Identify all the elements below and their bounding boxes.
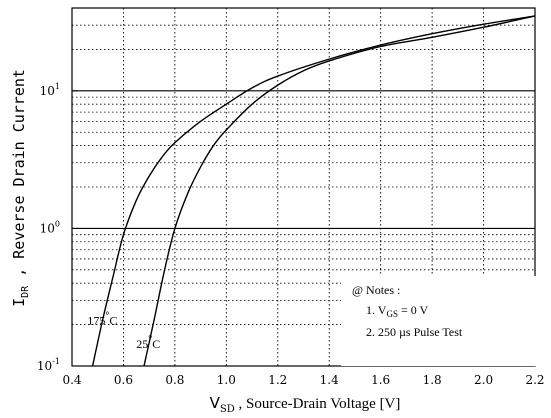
y-tick-label: 101 [40, 82, 60, 98]
x-tick-label: 0.6 [114, 373, 133, 387]
y-tick-exponent: 0 [55, 219, 60, 228]
y-axis-title: IDR , Reverse Drain Current [10, 69, 31, 307]
series-label-degree: ° [148, 334, 152, 345]
x-tick-label: 1.4 [320, 373, 339, 387]
notes-line-1-sub: GS [386, 309, 398, 319]
series-line-0 [91, 15, 536, 367]
x-tick-label: 0.4 [62, 373, 81, 387]
x-tick-label: 2.2 [525, 373, 544, 387]
series-label-degree: ° [105, 311, 109, 322]
y-axis-title-rest: , Reverse Drain Current [10, 69, 28, 286]
series-line-1 [143, 15, 536, 367]
x-tick-label: 2.0 [474, 373, 493, 387]
y-tick-base: 10 [40, 221, 55, 235]
series-label-value: 25 [136, 337, 148, 351]
x-axis-title-sub: SD [220, 404, 235, 415]
notes-line-1: 1. VGS = 0 V [366, 303, 429, 319]
x-tick-label: 1.0 [217, 373, 236, 387]
y-tick-label: 100 [40, 219, 60, 235]
y-tick-label: 10-1 [37, 357, 60, 373]
minor-gridlines [72, 8, 535, 366]
series-label-value: 175 [87, 314, 105, 328]
series-label-1: 25°C [136, 334, 160, 351]
notes-line-1-main: 1. V [366, 303, 387, 317]
y-tick-base: 10 [40, 84, 55, 98]
series-lines [91, 15, 536, 367]
x-tick-label: 1.8 [423, 373, 442, 387]
notes-background [341, 276, 539, 366]
notes-line-2: 2. 250 µs Pulse Test [366, 325, 463, 339]
x-axis-title-main: V [210, 394, 221, 412]
major-gridlines [72, 90, 535, 229]
y-tick-exponent: -1 [52, 357, 60, 366]
notes-title: @ Notes : [352, 283, 400, 297]
notes-line-1-rest: = 0 V [398, 303, 429, 317]
x-tick-label: 1.6 [371, 373, 390, 387]
x-axis-title: VSD , Source-Drain Voltage [V] [210, 394, 401, 415]
x-tick-label: 0.8 [165, 373, 184, 387]
y-axis-title-sub: DR [20, 285, 31, 298]
x-tick-labels: 0.4 0.6 0.8 1.0 1.2 1.4 1.6 1.8 2.0 2.2 [62, 373, 544, 387]
series-label-unit: C [109, 314, 117, 328]
notes-box: @ Notes : 1. VGS = 0 V 2. 250 µs Pulse T… [341, 276, 539, 366]
series-labels: 175°C25°C [87, 311, 160, 351]
y-tick-base: 10 [37, 359, 52, 373]
series-label-unit: C [152, 337, 160, 351]
y-tick-exponent: 1 [55, 82, 60, 91]
x-axis-title-rest: , Source-Drain Voltage [V] [235, 396, 401, 412]
plot-frame [71, 7, 536, 367]
y-axis-title-main: I [10, 298, 28, 307]
series-label-0: 175°C [87, 311, 117, 328]
x-tick-label: 1.2 [268, 373, 287, 387]
